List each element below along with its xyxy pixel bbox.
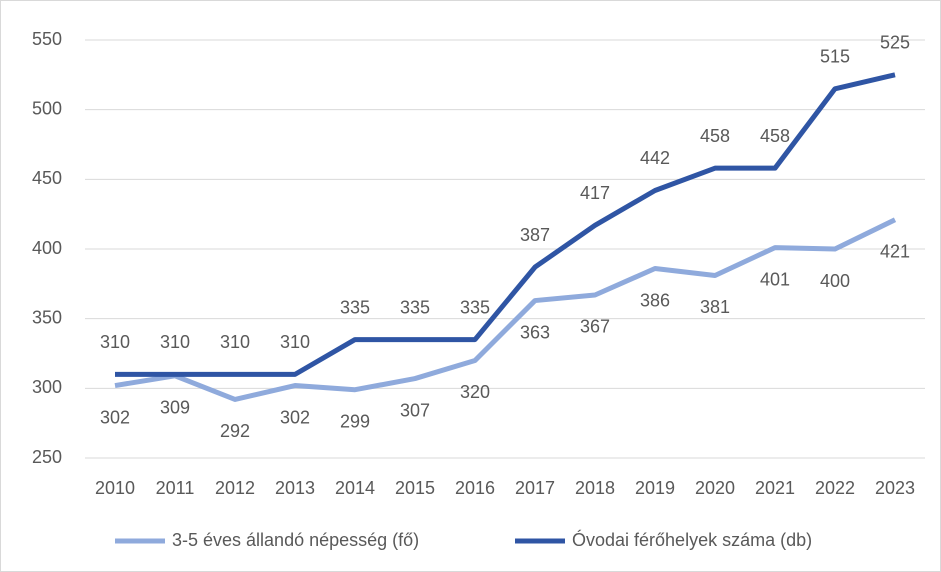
data-label: 400 bbox=[820, 271, 850, 291]
y-tick-label: 550 bbox=[32, 29, 62, 49]
data-label: 310 bbox=[220, 332, 250, 352]
y-tick-label: 500 bbox=[32, 98, 62, 118]
data-label: 335 bbox=[400, 297, 430, 317]
y-tick-label: 300 bbox=[32, 377, 62, 397]
x-tick-label: 2013 bbox=[275, 478, 315, 498]
series-line bbox=[115, 72, 896, 377]
series-line bbox=[114, 217, 897, 402]
x-tick-label: 2012 bbox=[215, 478, 255, 498]
data-label: 310 bbox=[160, 332, 190, 352]
data-label: 309 bbox=[160, 398, 190, 418]
data-label: 458 bbox=[700, 126, 730, 146]
x-tick-label: 2020 bbox=[695, 478, 735, 498]
y-tick-label: 350 bbox=[32, 307, 62, 327]
x-tick-label: 2018 bbox=[575, 478, 615, 498]
legend-label: 3-5 éves állandó népesség (fő) bbox=[172, 530, 419, 550]
x-tick-label: 2014 bbox=[335, 478, 375, 498]
x-tick-label: 2011 bbox=[156, 478, 195, 498]
x-tick-label: 2010 bbox=[95, 478, 135, 498]
x-tick-label: 2017 bbox=[515, 478, 555, 498]
data-label: 292 bbox=[220, 421, 250, 441]
data-label: 386 bbox=[640, 290, 670, 310]
data-label: 458 bbox=[760, 126, 790, 146]
data-label: 310 bbox=[280, 332, 310, 352]
x-tick-label: 2022 bbox=[815, 478, 855, 498]
x-tick-label: 2015 bbox=[395, 478, 435, 498]
y-tick-label: 450 bbox=[32, 168, 62, 188]
legend-label: Óvodai férőhelyek száma (db) bbox=[572, 529, 812, 550]
data-label: 310 bbox=[100, 332, 130, 352]
data-label: 302 bbox=[100, 407, 130, 427]
data-label: 302 bbox=[280, 407, 310, 427]
data-label: 299 bbox=[340, 411, 370, 431]
data-label: 367 bbox=[580, 317, 610, 337]
x-tick-label: 2021 bbox=[755, 478, 795, 498]
data-label: 421 bbox=[880, 241, 910, 261]
x-tick-label: 2016 bbox=[455, 478, 495, 498]
data-label: 320 bbox=[460, 382, 490, 402]
data-label: 307 bbox=[400, 400, 430, 420]
y-tick-label: 400 bbox=[32, 238, 62, 258]
data-label: 417 bbox=[580, 183, 610, 203]
data-label: 381 bbox=[700, 297, 730, 317]
y-tick-label: 250 bbox=[32, 447, 62, 467]
data-label: 335 bbox=[460, 297, 490, 317]
data-label: 335 bbox=[340, 297, 370, 317]
data-label: 442 bbox=[640, 148, 670, 168]
data-label: 387 bbox=[520, 225, 550, 245]
data-label: 525 bbox=[880, 33, 910, 53]
x-tick-label: 2019 bbox=[635, 478, 675, 498]
x-tick-label: 2023 bbox=[875, 478, 915, 498]
data-label: 363 bbox=[520, 322, 550, 342]
data-label: 515 bbox=[820, 47, 850, 67]
data-label: 401 bbox=[760, 269, 790, 289]
